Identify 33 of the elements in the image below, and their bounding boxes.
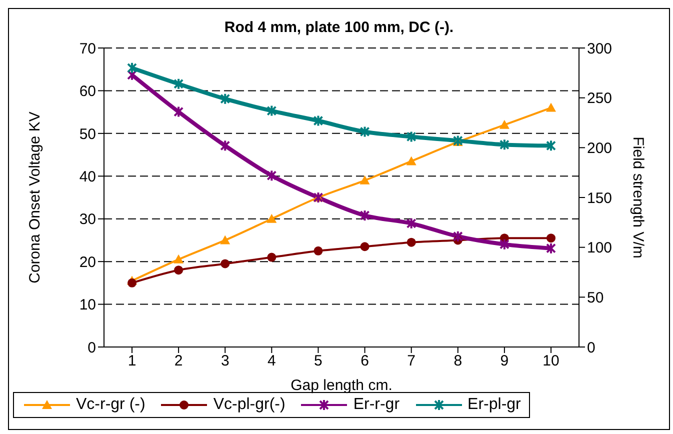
y2-tick-label: 150 [587, 190, 612, 207]
y-tick-label: 10 [79, 296, 96, 314]
x-axis-title: Gap length cm. [290, 377, 392, 394]
x-tick-label: 6 [360, 352, 369, 370]
y2-tick-label: 100 [587, 240, 612, 257]
y-tick-label: 0 [88, 339, 96, 356]
x-tick-label: 1 [128, 352, 136, 370]
x-tick-label: 10 [542, 352, 560, 370]
legend-label: Er-r-gr [352, 396, 400, 414]
y2-tick-label: 50 [587, 289, 604, 306]
y2-axis-title: Field strength V/m [630, 136, 647, 258]
y-tick-label: 40 [79, 168, 96, 186]
y-tick-label: 20 [79, 254, 96, 271]
chart-title: Rod 4 mm, plate 100 mm, DC (-). [223, 19, 455, 36]
y-tick-label: 60 [79, 83, 96, 100]
y2-tick-label: 250 [587, 90, 612, 108]
x-tick-label: 3 [220, 352, 230, 370]
x-tick-label: 4 [267, 352, 276, 370]
x-tick-label: 5 [314, 352, 322, 370]
legend-label: Er-pl-gr [466, 396, 521, 414]
y2-tick-label: 300 [587, 40, 612, 58]
x-tick-label: 2 [174, 352, 183, 370]
y-tick-label: 30 [79, 211, 96, 228]
legend-label: Vc-pl-gr(-) [212, 396, 286, 414]
y2-tick-label: 200 [587, 140, 612, 157]
x-tick-label: 8 [454, 352, 462, 370]
y-tick-label: 70 [79, 40, 96, 58]
x-tick-label: 9 [500, 352, 509, 370]
x-tick-label: 7 [407, 352, 416, 370]
legend-label: Vc-r-gr (-) [75, 396, 146, 414]
y-tick-label: 50 [79, 126, 96, 143]
y2-tick-label: 0 [587, 339, 596, 356]
y-axis-title: Corona Onset Voltage KV [26, 112, 44, 284]
